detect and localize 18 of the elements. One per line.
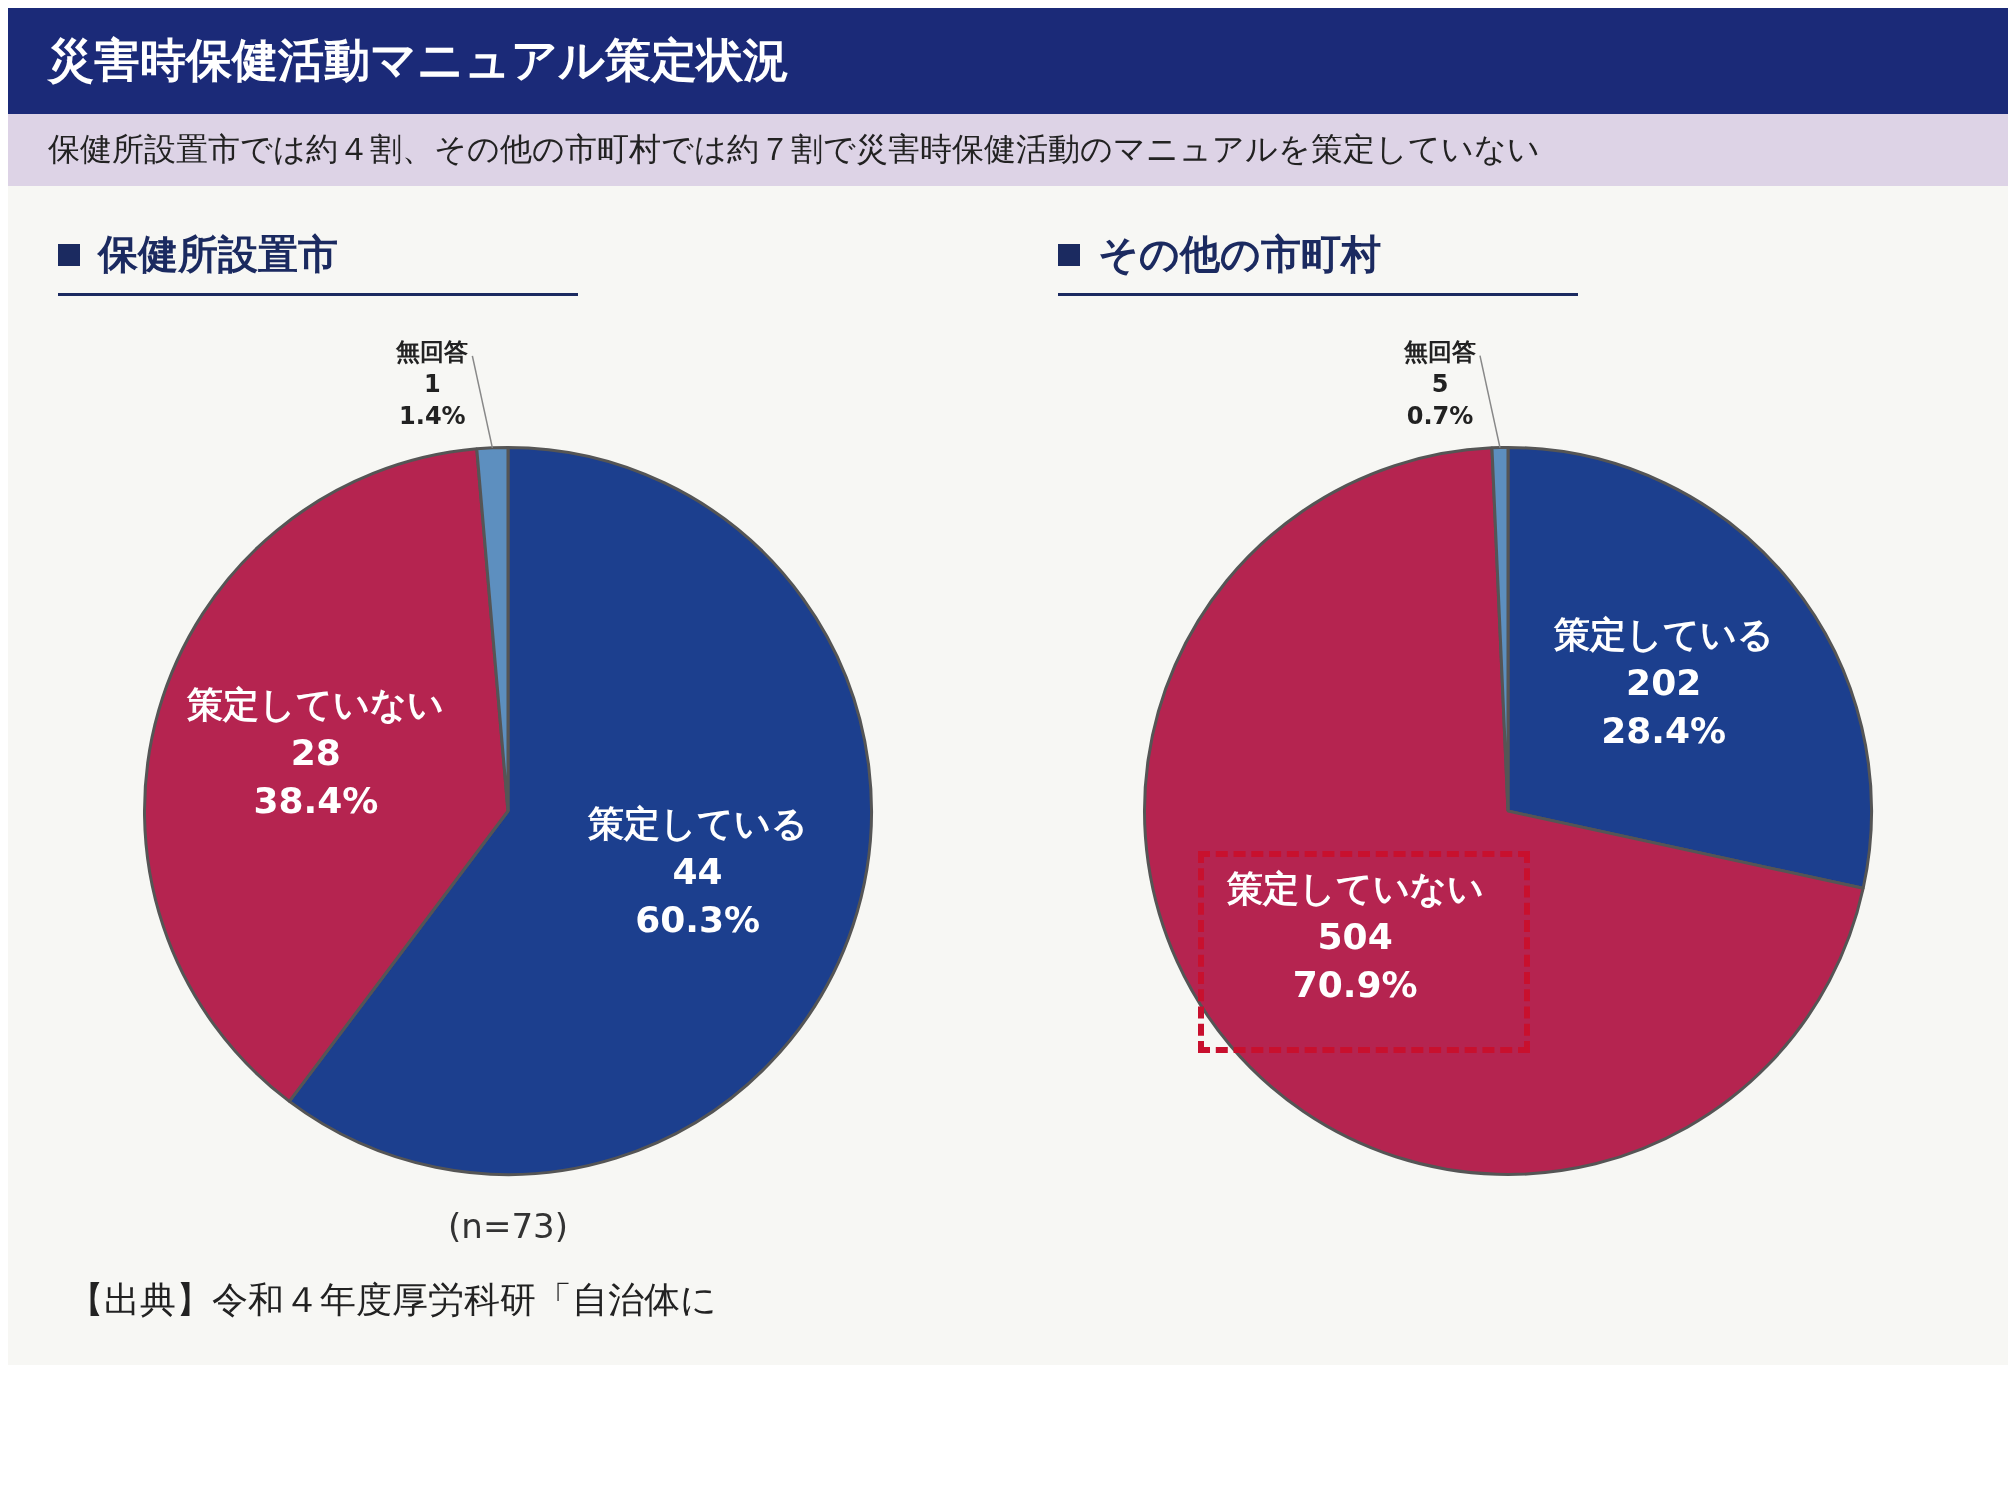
text: (n=73): [447, 1206, 569, 1246]
data-label: 5 0.7%: [1406, 369, 1474, 430]
text: 保健所設置市では約４割、その他の市町村では約７割で災害時保健活動のマニュアルを策定していない: [8, 114, 2008, 186]
chart-title: その他の市町村: [1098, 230, 1381, 279]
data-label: 28 38.4%: [253, 732, 379, 822]
text: 災害時保健活動マニュアル策定状況: [8, 8, 2008, 114]
data-label: 504 70.9%: [1292, 916, 1418, 1006]
slice-label: 策定していない: [1225, 868, 1484, 910]
data-label: 202 28.4%: [1601, 661, 1727, 751]
chart-title: 保健所設置市: [98, 230, 338, 279]
slice-label: 策定している: [586, 802, 808, 844]
data-label: 1 1.4%: [399, 370, 466, 431]
slice-label: 策定している: [1552, 613, 1774, 655]
slice-label: 無回答: [1402, 337, 1476, 366]
data-label: 44 60.3%: [635, 850, 761, 940]
slice-label: 無回答: [395, 338, 469, 367]
text: 【出典】令和４年度厚労科研「自治体に: [67, 1278, 718, 1322]
slice-label: 策定していない: [186, 684, 445, 726]
